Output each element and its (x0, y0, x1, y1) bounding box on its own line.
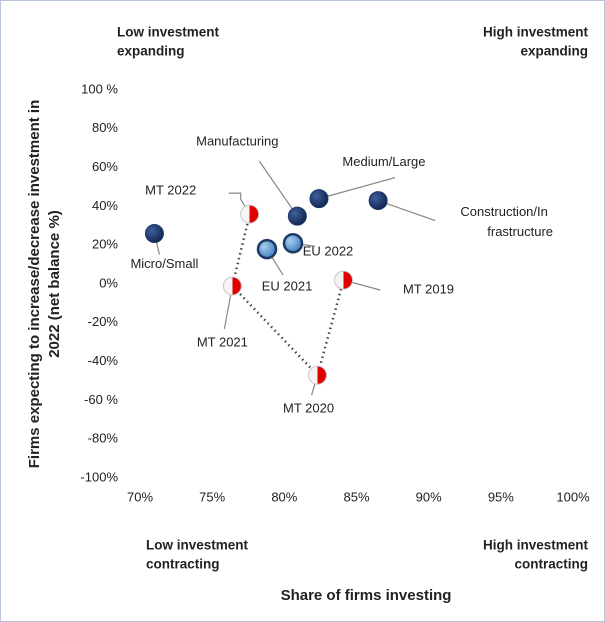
point-label: EU 2022 (303, 244, 354, 259)
point-label: MT 2020 (283, 401, 334, 416)
quadrant-label: Low investment (117, 25, 220, 40)
point-label: Construction/In (460, 204, 547, 219)
point (287, 206, 307, 226)
y-tick-label: -60 % (84, 392, 118, 407)
quadrant-label: Low investment (146, 538, 249, 553)
leader-line (377, 200, 436, 222)
y-tick-label: 80% (92, 120, 118, 135)
point-label: MT 2019 (403, 282, 454, 297)
point (222, 276, 242, 296)
y-tick-label: -80% (88, 431, 119, 446)
point (256, 238, 278, 260)
quadrant-label: contracting (514, 557, 588, 572)
point-label: EU 2021 (262, 279, 313, 294)
y-tick-label: -100% (80, 469, 118, 484)
point-label: frastructure (487, 224, 553, 239)
y-tick-label: 100 % (81, 81, 118, 96)
quadrant-label: contracting (146, 557, 220, 572)
y-tick-label: -20% (88, 314, 119, 329)
quadrant-label: High investment (483, 25, 589, 40)
y-tick-label: 60% (92, 159, 118, 174)
x-axis-title: Share of firms investing (281, 587, 452, 604)
y-axis-title: 2022 (net balance %) (46, 210, 63, 358)
point (309, 189, 329, 209)
trend-line (230, 213, 345, 378)
x-tick-label: 80% (271, 489, 297, 504)
y-tick-label: 0% (99, 275, 118, 290)
point (240, 204, 260, 224)
x-tick-label: 90% (416, 489, 442, 504)
x-tick-label: 95% (488, 489, 514, 504)
leader-line (318, 177, 396, 200)
point-label: MT 2021 (197, 334, 248, 349)
y-tick-label: 40% (92, 198, 118, 213)
point-label: MT 2022 (145, 183, 196, 198)
y-axis-title: Firms expecting to increase/decrease inv… (26, 100, 43, 468)
y-tick-label: 20% (92, 237, 118, 252)
point (282, 233, 304, 254)
x-tick-label: 70% (127, 489, 153, 504)
point-label: Medium/Large (342, 154, 425, 169)
y-tick-label: -40% (88, 353, 119, 368)
point-label: Micro/Small (130, 256, 198, 271)
quadrant-label: High investment (483, 538, 589, 553)
point (368, 191, 388, 211)
quadrant-label: expanding (520, 44, 588, 59)
point (334, 270, 354, 290)
point (308, 365, 328, 385)
x-tick-label: 100% (556, 489, 590, 504)
x-tick-label: 85% (343, 489, 369, 504)
point-label: Manufacturing (196, 134, 278, 149)
leader-line (258, 160, 298, 217)
x-tick-label: 75% (199, 489, 225, 504)
point (144, 224, 164, 244)
quadrant-label: expanding (117, 44, 185, 59)
